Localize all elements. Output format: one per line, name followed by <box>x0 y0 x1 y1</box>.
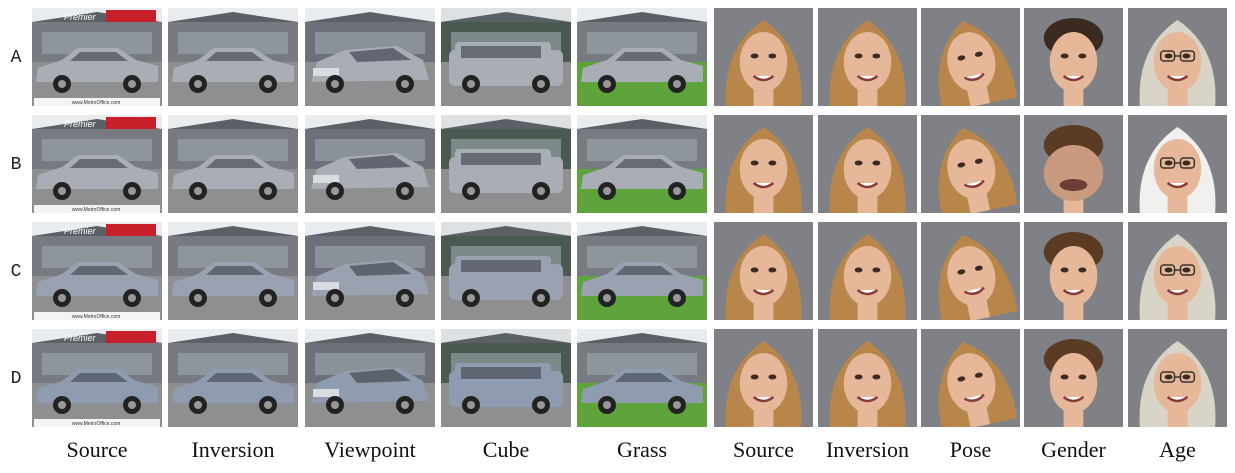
car-image-source-row-d: www.MetroOffice.com Premier <box>32 329 162 427</box>
column-label-face-pose: Pose <box>949 437 992 462</box>
car-image-inversion-row-a <box>168 8 298 106</box>
car-image-viewpoint-row-a <box>305 8 435 106</box>
column-label-face-age: Age <box>1159 437 1196 462</box>
face-image-source-row-b <box>714 115 813 213</box>
car-image-cube-row-a <box>441 8 571 106</box>
face-image-age-row-c <box>1128 222 1227 320</box>
face-image-source-row-d <box>714 329 813 427</box>
car-image-cube-row-d <box>441 329 571 427</box>
column-label-face-source: Source <box>732 437 795 462</box>
column-label-face-gender: Gender <box>1041 437 1106 462</box>
column-label-car-viewpoint: Viewpoint <box>324 437 416 462</box>
face-image-gender-row-b <box>1024 115 1123 213</box>
face-image-age-row-a <box>1128 8 1227 106</box>
face-image-inversion-row-b <box>818 115 917 213</box>
face-image-pose-row-c <box>921 222 1020 320</box>
svg-text:Premier: Premier <box>64 226 97 236</box>
svg-text:Premier: Premier <box>64 12 97 22</box>
svg-text:Premier: Premier <box>64 333 97 343</box>
car-image-cube-row-c <box>441 222 571 320</box>
column-label-car-inversion: Inversion <box>191 437 275 462</box>
face-image-inversion-row-a <box>818 8 917 106</box>
car-image-cube-row-b <box>441 115 571 213</box>
car-image-source-row-a: www.MetroOffice.com Premier <box>32 8 162 106</box>
row-label-a: A <box>10 48 22 68</box>
car-image-inversion-row-d <box>168 329 298 427</box>
face-image-source-row-a <box>714 8 813 106</box>
face-image-source-row-c <box>714 222 813 320</box>
svg-text:www.MetroOffice.com: www.MetroOffice.com <box>72 100 121 106</box>
face-image-pose-row-a <box>921 8 1020 106</box>
car-image-viewpoint-row-b <box>305 115 435 213</box>
car-image-grass-row-a <box>577 8 707 106</box>
face-image-pose-row-b <box>921 115 1020 213</box>
car-image-source-row-c: www.MetroOffice.com Premier <box>32 222 162 320</box>
car-image-viewpoint-row-c <box>305 222 435 320</box>
car-image-inversion-row-c <box>168 222 298 320</box>
face-image-gender-row-d <box>1024 329 1123 427</box>
row-label-d: D <box>10 369 22 389</box>
column-label-car-source: Source <box>66 437 128 462</box>
face-image-age-row-d <box>1128 329 1227 427</box>
face-image-inversion-row-d <box>818 329 917 427</box>
face-image-gender-row-c <box>1024 222 1123 320</box>
car-image-inversion-row-b <box>168 115 298 213</box>
face-image-age-row-b <box>1128 115 1227 213</box>
svg-text:Premier: Premier <box>64 119 97 129</box>
car-image-grass-row-d <box>577 329 707 427</box>
svg-text:www.MetroOffice.com: www.MetroOffice.com <box>72 421 121 427</box>
car-image-viewpoint-row-d <box>305 329 435 427</box>
row-label-c: C <box>10 262 22 282</box>
column-label-car-cube: Cube <box>482 437 530 462</box>
column-label-face-inversion: Inversion <box>825 437 910 462</box>
face-image-inversion-row-c <box>818 222 917 320</box>
car-image-grass-row-c <box>577 222 707 320</box>
car-image-source-row-b: www.MetroOffice.com Premier <box>32 115 162 213</box>
car-image-grass-row-b <box>577 115 707 213</box>
svg-text:www.MetroOffice.com: www.MetroOffice.com <box>72 314 121 320</box>
face-image-gender-row-a <box>1024 8 1123 106</box>
face-image-pose-row-d <box>921 329 1020 427</box>
row-label-b: B <box>10 155 22 175</box>
column-label-car-grass: Grass <box>616 437 668 462</box>
svg-text:www.MetroOffice.com: www.MetroOffice.com <box>72 207 121 213</box>
